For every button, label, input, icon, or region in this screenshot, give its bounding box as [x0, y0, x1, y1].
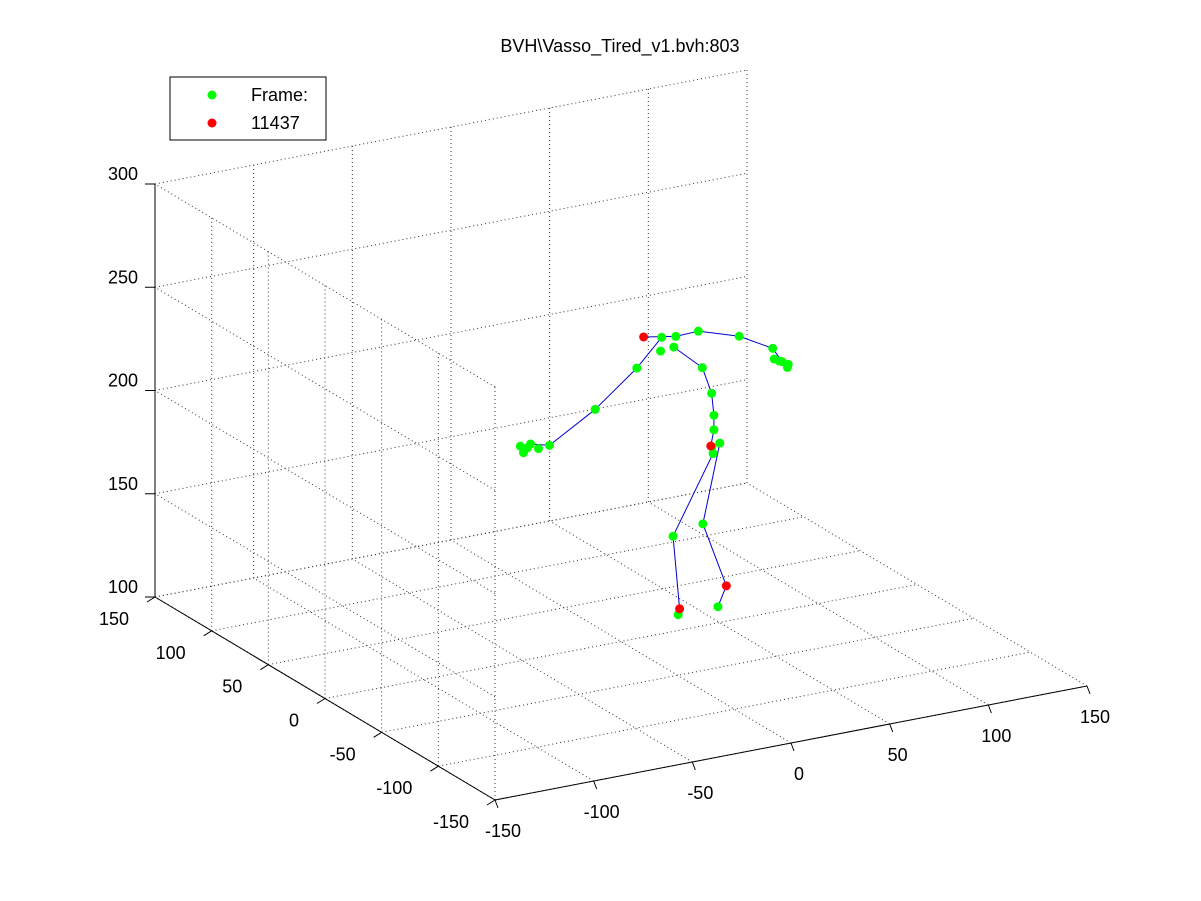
y-tick-label: 100 [156, 643, 186, 663]
joint-point [526, 439, 536, 449]
y-tick-label: -150 [433, 812, 469, 832]
end-joint-point [639, 332, 649, 342]
joint-point [708, 449, 718, 459]
skeleton-bone [673, 346, 703, 369]
joint-point [656, 346, 666, 356]
y-tick-label: 0 [289, 711, 299, 731]
joint-point [698, 519, 708, 529]
joint-point [657, 332, 667, 342]
skeleton-bone [698, 330, 740, 337]
end-joint-point [721, 581, 731, 591]
joint-point [693, 326, 703, 336]
joint-point [544, 440, 554, 450]
z-tick-label: 250 [108, 267, 138, 287]
axis-layer [145, 183, 1091, 809]
skeleton-bone [549, 409, 596, 446]
joint-point [533, 444, 543, 454]
skeleton-bone [636, 337, 663, 369]
grid-line-floor-y [438, 651, 1031, 767]
chart-title: BVH\Vasso_Tired_v1.bvh:803 [500, 36, 739, 57]
x-tick-mark [1086, 685, 1091, 695]
joint-point [590, 404, 600, 414]
x-tick-mark [889, 723, 894, 733]
y-tick-mark [373, 731, 382, 738]
x-tick-mark [790, 742, 795, 752]
y-tick-label: -50 [330, 744, 356, 764]
x-tick-label: -50 [687, 783, 713, 803]
joint-point [782, 362, 792, 372]
joint-point [774, 356, 784, 366]
grid-line-floor-y [324, 584, 918, 699]
joint-point [632, 363, 642, 373]
joint-point [668, 531, 678, 541]
y-tick-mark [260, 664, 269, 671]
joint-point [715, 438, 725, 448]
z-tick-label: 200 [108, 371, 138, 391]
joint-point [519, 448, 529, 458]
skeleton-bone [672, 536, 681, 609]
joint-point [768, 343, 778, 353]
joint-point [669, 342, 679, 352]
y-tick-mark [316, 698, 326, 704]
skeleton-bone [702, 523, 727, 587]
y-tick-label: 150 [99, 609, 129, 629]
tick-label-layer: -150 -100 -50 0 50 100 150 -150 -100 -50 0 50 100 150… [99, 164, 1110, 841]
z-tick-label: 100 [108, 577, 138, 597]
joint-point [697, 363, 707, 373]
joint-point [671, 331, 681, 341]
joint-point [707, 388, 717, 398]
skeleton-bone [739, 335, 773, 349]
joint-point [734, 331, 744, 341]
skeleton-bone [702, 442, 721, 524]
x-tick-mark [987, 704, 992, 714]
legend-label-number: 11437 [251, 113, 300, 133]
legend-box [169, 76, 327, 141]
y-tick-label: -100 [376, 778, 412, 798]
x-tick-label: 0 [794, 764, 804, 784]
legend-marker-frame [207, 90, 217, 100]
z-tick-label: 150 [108, 474, 138, 494]
y-tick-label: 50 [222, 677, 242, 697]
x-tick-mark [691, 761, 696, 771]
joint-point [713, 602, 723, 612]
skeleton-joints [515, 326, 793, 620]
end-joint-point [675, 604, 685, 614]
grid-line-right-wall-z [154, 69, 748, 185]
x-tick-mark [593, 780, 598, 790]
x-tick-label: 50 [888, 745, 908, 765]
legend-marker-number [207, 118, 217, 128]
y-tick-mark [430, 765, 439, 772]
grid-line-floor-y [381, 617, 974, 733]
legend-label-frame: Frame: [251, 85, 308, 105]
grid-line-floor-y [268, 550, 861, 666]
grid-line-right-wall-z [154, 172, 748, 288]
grid-line-right-wall-z [154, 482, 748, 598]
x-tick-mark [494, 799, 499, 809]
x-tick-label: -150 [485, 821, 521, 841]
joint-point [709, 410, 719, 420]
end-joint-point [706, 441, 716, 451]
skeleton-bone [594, 367, 638, 410]
x-tick-label: 150 [1080, 707, 1110, 727]
y-tick-mark [486, 799, 496, 806]
grid-line-right-wall-z [154, 379, 748, 495]
legend: Frame: 11437 [169, 76, 327, 141]
x-tick-label: 100 [981, 726, 1011, 746]
x-tick-label: -100 [584, 802, 620, 822]
skeleton-bone [701, 367, 713, 394]
grid-line-right-wall-z [154, 276, 748, 391]
grid-line-floor-y [211, 516, 804, 632]
y-tick-mark [203, 630, 212, 637]
joint-point [709, 425, 719, 435]
skeleton-bone [672, 453, 714, 537]
y-tick-mark [146, 596, 156, 603]
skeleton-bones [530, 330, 783, 615]
z-tick-label: 300 [108, 164, 138, 184]
